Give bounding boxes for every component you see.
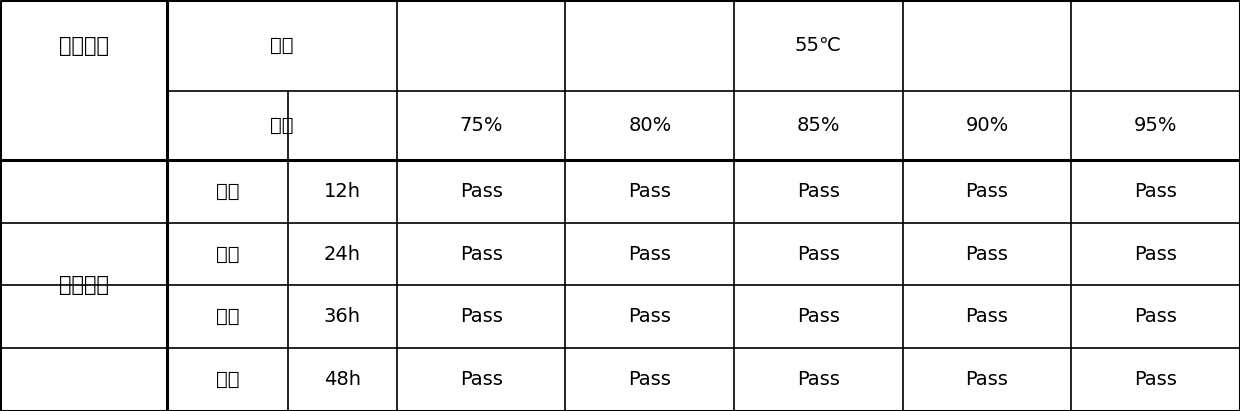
Text: Pass: Pass <box>1135 182 1177 201</box>
Text: 湿度: 湿度 <box>270 116 294 135</box>
Text: Pass: Pass <box>629 245 671 263</box>
Text: 时间: 时间 <box>216 307 239 326</box>
Text: Pass: Pass <box>797 182 839 201</box>
Text: Pass: Pass <box>1135 307 1177 326</box>
Text: 12h: 12h <box>324 182 361 201</box>
Text: 55℃: 55℃ <box>795 36 842 55</box>
Text: 75%: 75% <box>459 116 503 135</box>
Text: Pass: Pass <box>460 182 502 201</box>
Text: Pass: Pass <box>966 182 1008 201</box>
Text: 实验条件: 实验条件 <box>58 36 109 55</box>
Text: 时间: 时间 <box>216 182 239 201</box>
Text: Pass: Pass <box>966 370 1008 389</box>
Text: 时间: 时间 <box>216 370 239 389</box>
Text: 90%: 90% <box>966 116 1008 135</box>
Text: Pass: Pass <box>629 307 671 326</box>
Text: 24h: 24h <box>324 245 361 263</box>
Text: Pass: Pass <box>797 370 839 389</box>
Text: 48h: 48h <box>324 370 361 389</box>
Text: Pass: Pass <box>460 307 502 326</box>
Text: Pass: Pass <box>797 245 839 263</box>
Text: Pass: Pass <box>1135 245 1177 263</box>
Text: 80%: 80% <box>629 116 671 135</box>
Text: Pass: Pass <box>966 245 1008 263</box>
Text: Pass: Pass <box>629 182 671 201</box>
Text: 时间: 时间 <box>216 245 239 263</box>
Text: Pass: Pass <box>629 370 671 389</box>
Text: Pass: Pass <box>460 370 502 389</box>
Text: Pass: Pass <box>966 307 1008 326</box>
Text: Pass: Pass <box>1135 370 1177 389</box>
Text: 95%: 95% <box>1133 116 1178 135</box>
Text: 铝制材料: 铝制材料 <box>58 275 109 296</box>
Text: 36h: 36h <box>324 307 361 326</box>
Text: Pass: Pass <box>460 245 502 263</box>
Text: 温度: 温度 <box>270 36 294 55</box>
Text: 85%: 85% <box>796 116 841 135</box>
Text: Pass: Pass <box>797 307 839 326</box>
